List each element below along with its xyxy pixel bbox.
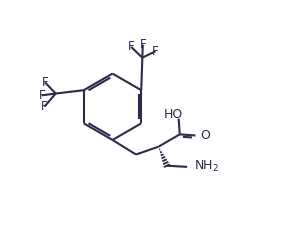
Text: HO: HO — [163, 108, 183, 121]
Text: F: F — [152, 45, 159, 58]
Text: NH$_2$: NH$_2$ — [194, 159, 219, 174]
Text: F: F — [42, 76, 48, 89]
Text: F: F — [39, 89, 45, 102]
Text: O: O — [200, 129, 210, 142]
Text: F: F — [139, 38, 146, 51]
Text: F: F — [128, 40, 135, 53]
Text: F: F — [41, 100, 48, 113]
